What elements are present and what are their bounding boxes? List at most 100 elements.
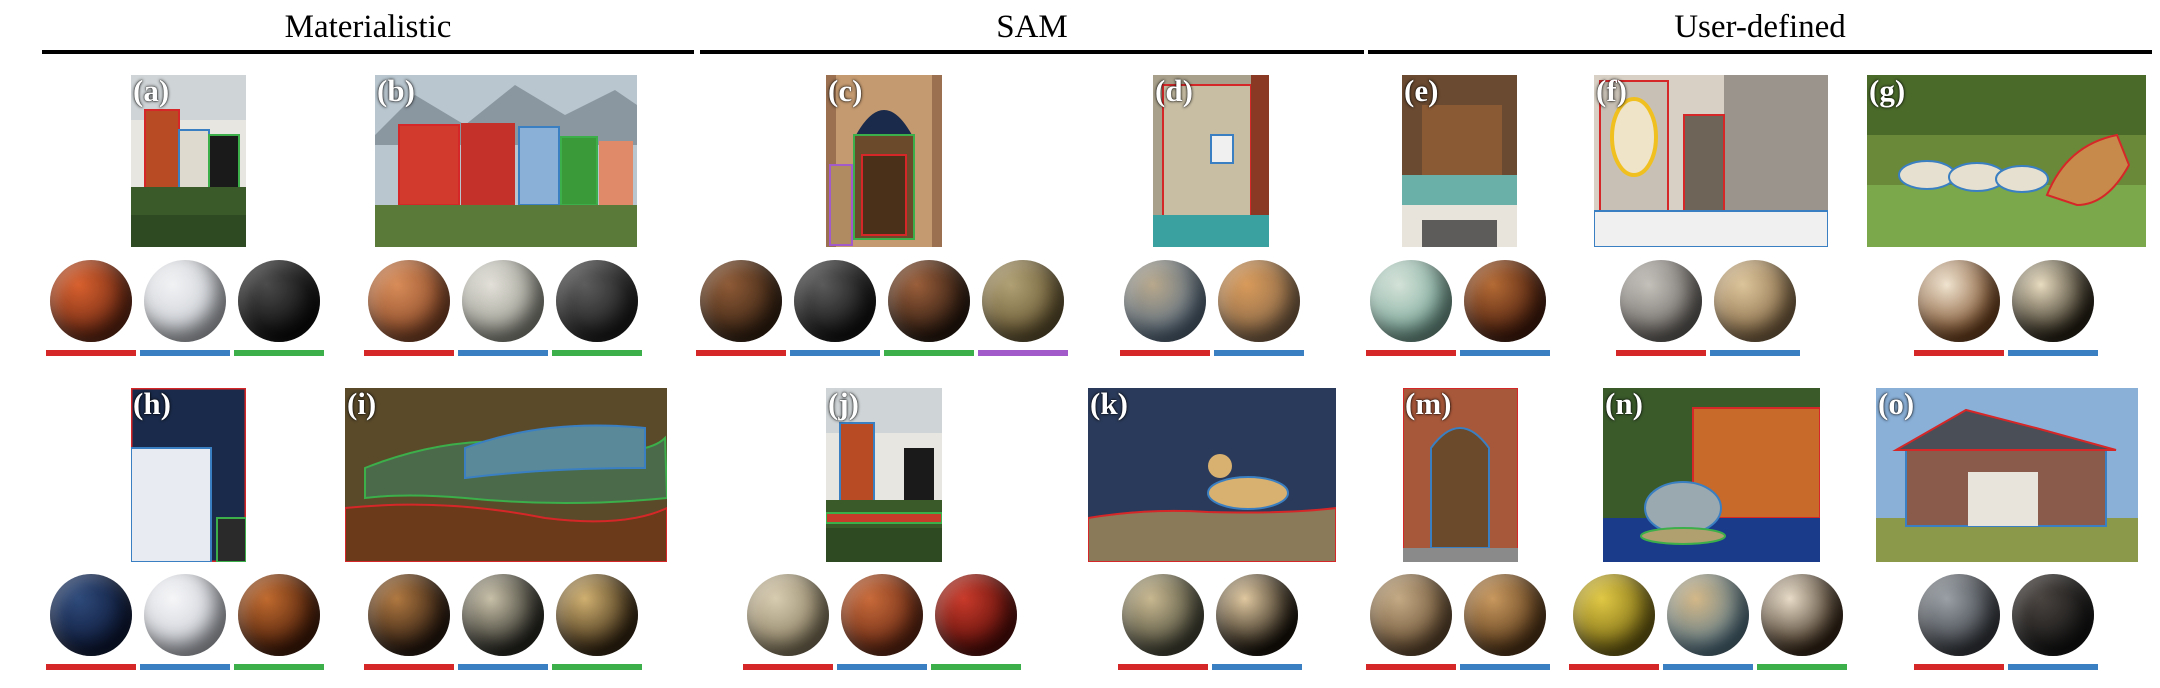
material-sphere (1464, 260, 1546, 342)
material-sphere (1761, 574, 1843, 656)
material-sphere (1918, 260, 2000, 342)
photo-f: (f) (1594, 75, 1828, 247)
material-sphere (144, 260, 226, 342)
material-sphere (1218, 260, 1300, 342)
material-sphere (1122, 574, 1204, 656)
mask-bar-blue (1663, 664, 1753, 670)
photo-e: (e) (1402, 75, 1517, 247)
mask-bar-blue (1460, 664, 1550, 670)
material-sphere (1714, 260, 1796, 342)
mask-bar-green (552, 350, 642, 356)
material-sphere (238, 260, 320, 342)
mask-bar-red (364, 664, 454, 670)
photo-c: (c) (826, 75, 942, 247)
panel-label: (c) (828, 75, 863, 108)
header-user-defined: User-defined (1368, 6, 2152, 54)
header-rule (1368, 50, 2152, 54)
mask-bar-blue (837, 664, 927, 670)
photo-o: (o) (1876, 388, 2138, 562)
mask-bar-blue (140, 664, 230, 670)
mask-bar-red (1118, 664, 1208, 670)
material-sphere (144, 574, 226, 656)
mask-bar-blue (140, 350, 230, 356)
panel-label: (o) (1878, 388, 1915, 421)
photo-m: (m) (1403, 388, 1518, 562)
panel-label: (i) (347, 388, 377, 421)
mask-bar-green (1757, 664, 1847, 670)
material-sphere (1464, 574, 1546, 656)
photo-k: (k) (1088, 388, 1336, 562)
panel-label: (a) (133, 75, 170, 108)
material-sphere (888, 260, 970, 342)
photo-a: (a) (131, 75, 246, 247)
photo-j: (j) (826, 388, 942, 562)
mask-bar-purple (978, 350, 1068, 356)
mask-bar-red (1569, 664, 1659, 670)
panel-label: (h) (133, 388, 171, 421)
mask-bar-blue (1710, 350, 1800, 356)
mask-bar-blue (1460, 350, 1550, 356)
material-sphere (1370, 260, 1452, 342)
mask-bar-green (234, 350, 324, 356)
mask-bar-blue (458, 350, 548, 356)
material-sphere (238, 574, 320, 656)
material-sphere (1370, 574, 1452, 656)
mask-bar-red (696, 350, 786, 356)
panel-label: (d) (1155, 75, 1193, 108)
photo-h: (h) (131, 388, 246, 562)
material-sphere (1124, 260, 1206, 342)
panel-label: (m) (1405, 388, 1452, 421)
material-sphere (50, 574, 132, 656)
panel-label: (e) (1404, 75, 1439, 108)
material-sphere (935, 574, 1017, 656)
photo-d: (d) (1153, 75, 1269, 247)
photo-g: (g) (1867, 75, 2146, 247)
material-sphere (841, 574, 923, 656)
material-sphere (700, 260, 782, 342)
mask-bar-red (1120, 350, 1210, 356)
mask-bar-red (1616, 350, 1706, 356)
material-sphere (1667, 574, 1749, 656)
material-sphere (1216, 574, 1298, 656)
material-sphere (1620, 260, 1702, 342)
header-title: User-defined (1674, 9, 1846, 45)
mask-bar-blue (1214, 350, 1304, 356)
mask-bar-blue (2008, 350, 2098, 356)
material-sphere (794, 260, 876, 342)
mask-bar-green (234, 664, 324, 670)
mask-bar-red (46, 664, 136, 670)
header-rule (700, 50, 1364, 54)
material-sphere (1573, 574, 1655, 656)
mask-bar-blue (458, 664, 548, 670)
panel-label: (k) (1090, 388, 1128, 421)
header-rule (42, 50, 694, 54)
photo-b: (b) (375, 75, 637, 247)
panel-label: (b) (377, 75, 415, 108)
mask-bar-red (1366, 664, 1456, 670)
material-sphere (368, 260, 450, 342)
panel-label: (f) (1596, 75, 1627, 108)
mask-bar-red (364, 350, 454, 356)
material-sphere (462, 574, 544, 656)
header-title: Materialistic (284, 9, 452, 45)
material-sphere (462, 260, 544, 342)
header-title: SAM (996, 9, 1068, 45)
header-materialistic: Materialistic (42, 6, 694, 54)
material-sphere (2012, 574, 2094, 656)
header-sam: SAM (700, 6, 1364, 54)
material-sphere (368, 574, 450, 656)
material-sphere (556, 260, 638, 342)
material-sphere (50, 260, 132, 342)
material-sphere (556, 574, 638, 656)
photo-n: (n) (1603, 388, 1820, 562)
mask-bar-green (884, 350, 974, 356)
mask-bar-green (931, 664, 1021, 670)
mask-bar-blue (1212, 664, 1302, 670)
mask-bar-blue (2008, 664, 2098, 670)
material-sphere (747, 574, 829, 656)
mask-bar-red (46, 350, 136, 356)
mask-bar-red (1914, 664, 2004, 670)
material-sphere (2012, 260, 2094, 342)
mask-bar-green (552, 664, 642, 670)
mask-bar-red (743, 664, 833, 670)
